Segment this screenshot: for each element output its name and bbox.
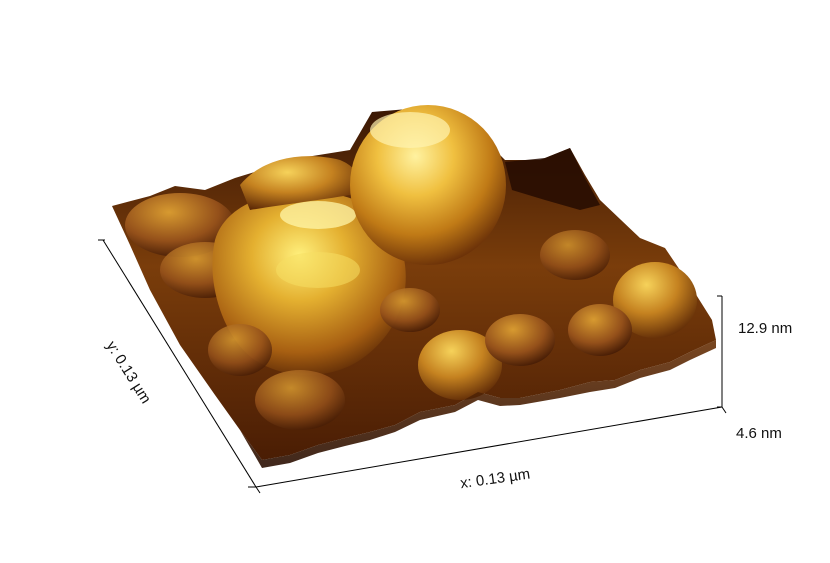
- y-axis-label: y: 0.13 µm: [103, 338, 155, 407]
- left-mound: [125, 193, 235, 257]
- right-bump-3: [540, 230, 610, 280]
- y-axis-line: [102, 239, 257, 488]
- axes: [98, 239, 727, 494]
- lower-left-bump-2: [208, 324, 272, 376]
- ridge-highlight-2: [276, 252, 360, 288]
- upper-crest: [240, 156, 359, 210]
- z-max-label: 12.9 nm: [738, 320, 792, 337]
- dark-valley: [505, 148, 600, 210]
- front-edge: [240, 340, 716, 468]
- right-bump: [613, 262, 697, 338]
- ridge-highlight: [280, 201, 356, 229]
- x-axis-line: [255, 406, 723, 488]
- center-bump-2: [485, 314, 555, 366]
- x-tick-left: [255, 486, 261, 494]
- z-min-label: 4.6 nm: [736, 425, 782, 442]
- center-bump: [418, 330, 502, 400]
- lower-left-bump: [255, 370, 345, 430]
- center-bump-3: [380, 288, 440, 332]
- dome-shine: [370, 112, 450, 148]
- right-bump-2: [568, 304, 632, 356]
- x-axis-label: x: 0.13 µm: [459, 466, 531, 493]
- surface-map: [112, 105, 716, 468]
- x-tick-right: [721, 406, 727, 414]
